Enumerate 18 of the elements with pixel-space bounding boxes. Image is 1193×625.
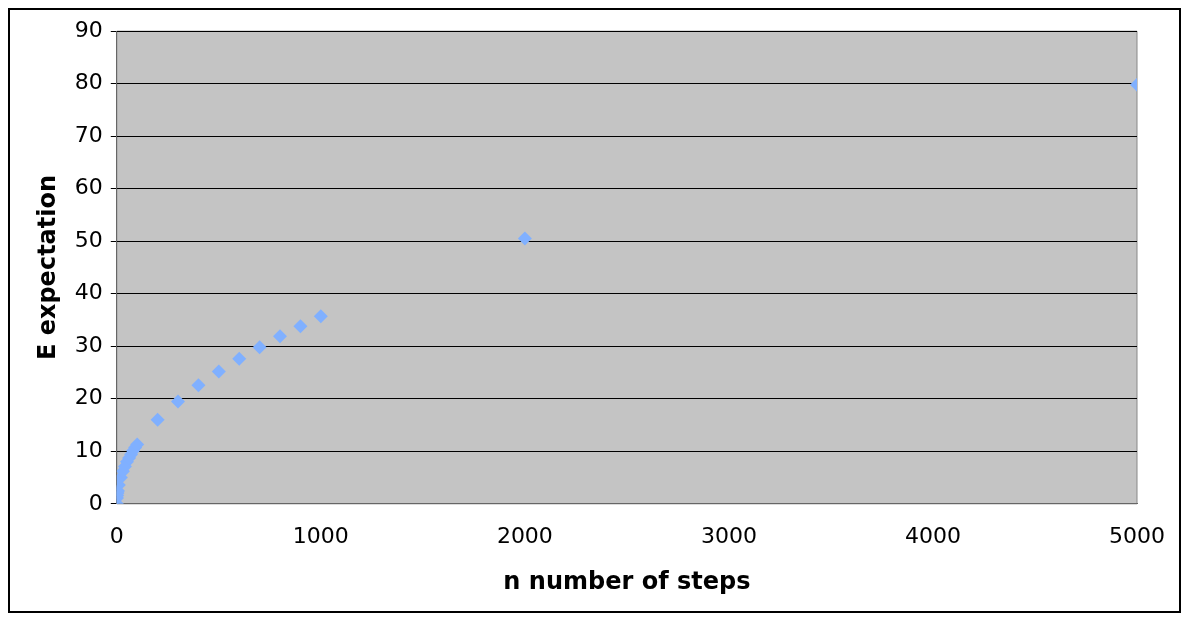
x-tick-label: 3000 [700, 522, 757, 548]
x-tick-label: 1000 [292, 522, 349, 548]
y-tick-label: 80 [74, 69, 103, 95]
y-tick-label: 90 [74, 16, 103, 42]
y-tick-label: 60 [74, 174, 103, 200]
y-tick-label: 10 [74, 437, 103, 463]
y-tick-label: 70 [74, 121, 103, 147]
x-axis-title: n number of steps [503, 566, 751, 595]
y-tick-label: 40 [74, 279, 103, 305]
y-tick-label: 20 [74, 384, 103, 410]
y-tick-label: 30 [74, 331, 103, 357]
x-tick-label: 4000 [904, 522, 961, 548]
y-axis-title: E expectation [32, 174, 61, 361]
y-tick-label: 0 [88, 489, 103, 515]
y-tick-label: 50 [74, 226, 103, 252]
x-tick-label: 5000 [1109, 522, 1166, 548]
x-tick-label: 0 [109, 522, 124, 548]
x-tick-label: 2000 [496, 522, 553, 548]
